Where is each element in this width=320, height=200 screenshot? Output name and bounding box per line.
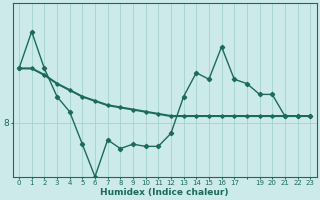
X-axis label: Humidex (Indice chaleur): Humidex (Indice chaleur)	[100, 188, 229, 197]
